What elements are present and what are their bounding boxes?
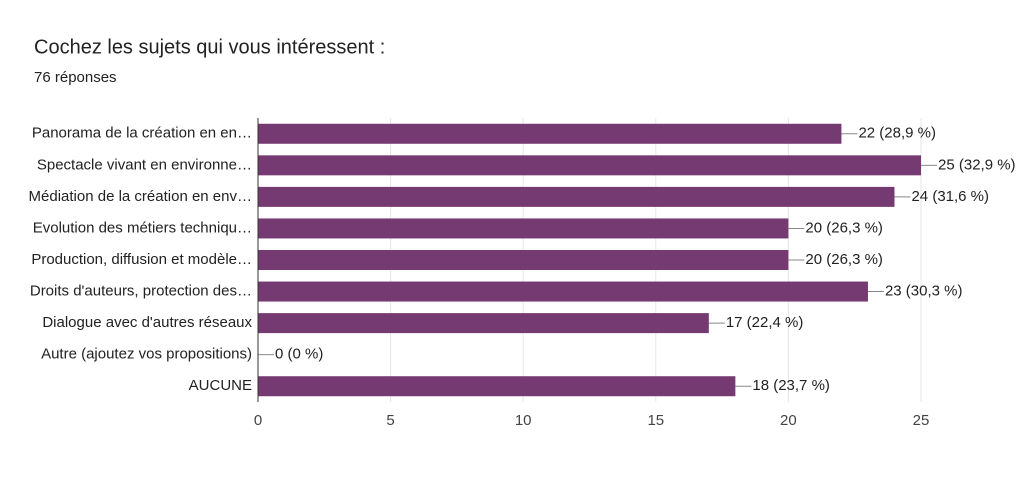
bar: [258, 123, 842, 144]
x-tick-label: 5: [386, 412, 394, 429]
value-label: 22 (28,9 %): [858, 125, 936, 142]
y-tick-label: AUCUNE: [189, 377, 252, 394]
y-tick-label: Autre (ajoutez vos propositions): [41, 346, 252, 363]
value-label: 20 (26,3 %): [805, 219, 883, 236]
value-label: 17 (22,4 %): [726, 314, 804, 331]
bar: [258, 155, 921, 176]
value-label: 0 (0 %): [275, 346, 323, 363]
value-label: 23 (30,3 %): [885, 283, 963, 300]
y-tick-label: Evolution des métiers techniqu…: [33, 219, 252, 236]
bar: [258, 313, 709, 334]
bar: [258, 218, 789, 239]
x-tick-label: 10: [515, 412, 532, 429]
x-tick-label: 25: [913, 412, 930, 429]
x-tick-label: 15: [647, 412, 664, 429]
x-tick-label: 20: [780, 412, 797, 429]
y-tick-label: Dialogue avec d'autres réseaux: [42, 314, 252, 331]
y-tick-label: Spectacle vivant en environne…: [37, 156, 252, 173]
chart-title: Cochez les sujets qui vous intéressent :: [34, 36, 385, 58]
value-label: 24 (31,6 %): [911, 188, 989, 205]
x-tick-label: 0: [254, 412, 262, 429]
y-tick-label: Médiation de la création en env…: [29, 188, 252, 205]
value-label: 25 (32,9 %): [938, 156, 1016, 173]
bar: [258, 376, 736, 397]
bar: [258, 250, 789, 270]
value-label: 20 (26,3 %): [805, 251, 883, 268]
value-label: 18 (23,7 %): [752, 377, 830, 394]
y-tick-label: Panorama de la création en en…: [32, 125, 252, 142]
chart-subtitle: 76 réponses: [34, 69, 117, 86]
bar: [258, 186, 895, 207]
y-tick-label: Production, diffusion et modèle…: [31, 251, 252, 268]
bar: [258, 281, 868, 302]
y-tick-label: Droits d'auteurs, protection des…: [30, 283, 252, 300]
